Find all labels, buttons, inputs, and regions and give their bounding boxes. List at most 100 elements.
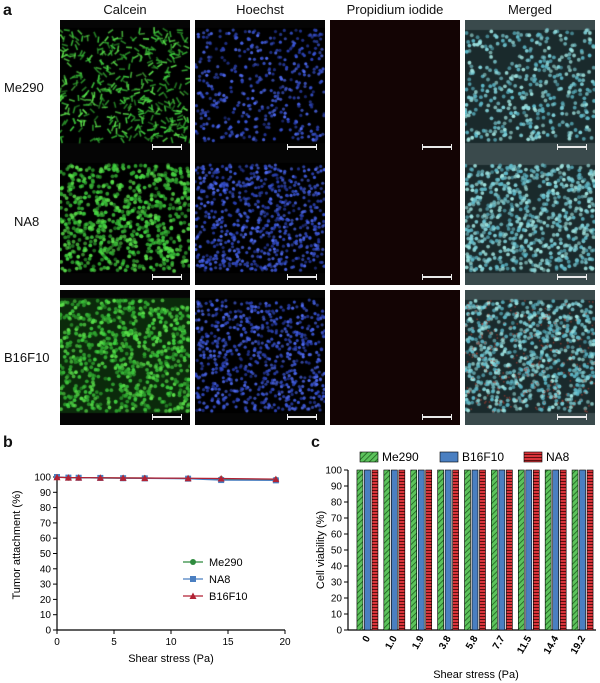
micrograph-me290-hoechst [195,20,325,155]
scale-bar [557,144,587,150]
data-point-b16f10 [96,474,104,481]
chart-c-y-tick-label: 10 [331,610,343,621]
chart-c-y-tick-label: 60 [331,530,343,541]
data-point-b16f10 [272,475,280,483]
micrograph-b16f10-hoechst [195,290,325,425]
bar-na8 [559,469,567,631]
scale-bar [152,414,182,420]
legend-label-b16f10: B16F10 [462,450,504,464]
row-label-me290: Me290 [4,80,44,95]
micrograph-b16f10-merged [465,290,595,425]
chart-c-y-tick-label: 50 [331,546,343,557]
bar-me290 [356,469,364,631]
data-point-b16f10 [141,474,149,482]
chart-b-x-tick-label: 10 [165,637,177,648]
panel-b-letter: b [3,434,13,451]
chart-b-x-tick-label: 15 [222,637,234,648]
scale-bar [557,414,587,420]
chart-c-x-tick-label: 3.8 [437,634,454,652]
chart-b-y-tick-label: 10 [40,610,52,621]
bar-me290 [383,469,391,631]
bar-b16f10 [417,469,425,631]
chart-c-x-tick-label: 19.2 [569,634,588,657]
chart-b-y-tick-label: 20 [40,595,52,606]
chart-c-y-tick-label: 40 [331,562,343,573]
data-point-b16f10 [217,475,225,482]
data-point-b16f10 [64,474,72,481]
scale-bar [557,274,587,280]
scale-bar [287,274,317,280]
legend-marker-b16f10 [189,592,197,599]
bar-b16f10 [579,469,586,631]
micrograph-b16f10-calcein [60,290,190,425]
legend-swatch-me290 [359,451,379,463]
bar-me290 [437,469,444,631]
data-point-b16f10 [184,474,192,482]
bar-b16f10 [498,469,506,631]
bar-me290 [571,469,579,631]
micrograph-na8-hoechst [195,155,325,285]
scale-bar [152,144,182,150]
bar-me290 [410,469,418,631]
chart-b-x-tick-label: 5 [111,637,117,648]
chart-c-x-tick-label: 5.8 [464,634,481,652]
chart-c-x-axis-label: Shear stress (Pa) [433,669,519,681]
panel-c-letter: c [311,434,320,451]
legend-marker-na8 [190,576,196,582]
chart-c-y-tick-label: 0 [336,626,342,637]
column-header-merged: Merged [507,2,553,17]
micrograph-me290-merged [465,20,595,155]
chart-b-y-tick-label: 40 [40,564,52,575]
bar-na8 [425,469,433,631]
chart-b-y-tick-label: 70 [40,518,52,529]
chart-b-y-tick-label: 100 [34,473,51,484]
bar-b16f10 [552,469,559,631]
micrograph-na8-propidium-iodide [330,155,460,285]
chart-c-x-tick-label: 11.5 [515,634,534,656]
legend-label-me290: Me290 [209,557,243,569]
scale-bar [287,144,317,150]
micrograph-na8-merged [465,155,595,285]
chart-b-x-axis-label: Shear stress (Pa) [128,653,214,665]
chart-b-x-tick-label: 0 [54,637,60,648]
bar-na8 [532,469,540,631]
row-label-b16f10: B16F10 [4,350,50,365]
bar-b16f10 [525,469,533,631]
column-header-calcein: Calcein [103,2,147,17]
micrograph-na8-calcein [60,155,190,285]
legend-label-b16f10: B16F10 [209,591,248,603]
data-point-b16f10 [75,474,83,481]
data-point-b16f10 [119,474,127,481]
chart-c-y-tick-label: 90 [331,482,343,493]
bar-b16f10 [471,469,479,631]
bar-b16f10 [391,469,398,631]
panel-a-letter: a [3,2,12,19]
column-header-hoechst: Hoechst [236,2,284,17]
chart-c-x-tick-label: 14.4 [542,634,561,657]
chart-c-y-axis-label: Cell viability (%) [315,511,327,589]
chart-b-x-tick-label: 20 [279,637,291,648]
micrograph-me290-calcein [60,20,190,155]
bar-na8 [371,469,379,631]
chart-b-y-tick-label: 80 [40,503,52,514]
data-point-b16f10 [53,473,61,481]
chart-b-y-tick-label: 30 [40,580,52,591]
bar-na8 [479,469,486,631]
scale-bar [287,414,317,420]
chart-c-y-tick-label: 30 [331,578,343,589]
bar-na8 [452,469,459,631]
chart-c-y-tick-label: 70 [331,514,343,525]
bar-b16f10 [444,469,452,631]
column-header-propidium-iodide: Propidium iodide [346,2,444,17]
legend-swatch-na8 [523,451,543,463]
bar-me290 [491,469,498,631]
chart-c-x-tick-label: 0 [361,634,374,645]
chart-c-x-tick-label: 1.0 [383,634,400,652]
bar-na8 [398,469,406,631]
row-label-na8: NA8 [14,214,40,229]
bar-me290 [517,469,525,631]
scale-bar [422,414,452,420]
chart-c-y-tick-label: 80 [331,498,343,509]
scale-bar [152,274,182,280]
chart-c-y-tick-label: 100 [325,466,342,477]
